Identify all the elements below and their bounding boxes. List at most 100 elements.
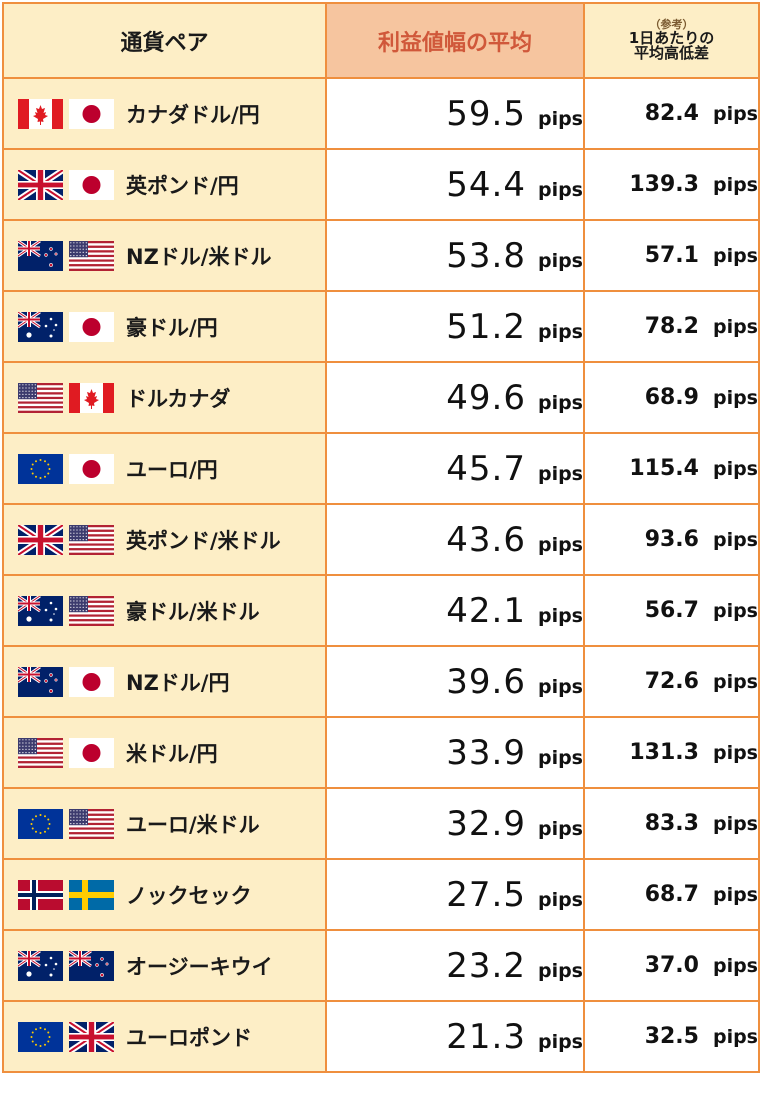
currency-pair-cell: カナダドル/円 xyxy=(2,77,327,150)
currency-pair-cell: ユーロポンド xyxy=(2,1000,327,1073)
profit-average-value: 54.4 xyxy=(446,164,526,205)
japan-flag-icon xyxy=(69,311,114,342)
currency-pair-cell: 英ポンド/米ドル xyxy=(2,503,327,576)
currency-pair-cell: ノックセック xyxy=(2,858,327,931)
currency-table: 通貨ペア 利益値幅の平均 （参考） 1日あたりの 平均高低差 カナダドル/円 59… xyxy=(2,2,760,1073)
profit-average-cell: 59.5 pips xyxy=(325,77,585,150)
profit-average-cell: 45.7 pips xyxy=(325,432,585,505)
daily-range-value: 68.7 xyxy=(644,882,699,907)
usa-flag-icon xyxy=(18,737,63,768)
table-header-row: 通貨ペア 利益値幅の平均 （参考） 1日あたりの 平均高低差 xyxy=(2,2,760,79)
eu-flag-icon xyxy=(18,1021,63,1052)
usa-flag-icon xyxy=(69,524,114,555)
unit-label: pips xyxy=(712,245,758,267)
usa-flag-icon xyxy=(69,808,114,839)
profit-average-cell: 49.6 pips xyxy=(325,361,585,434)
profit-average-cell: 23.2 pips xyxy=(325,929,585,1002)
daily-range-cell: 82.4 pips xyxy=(583,77,760,150)
currency-pair-name: ユーロ/円 xyxy=(126,457,218,482)
daily-range-cell: 139.3 pips xyxy=(583,148,760,221)
profit-average-cell: 27.5 pips xyxy=(325,858,585,931)
unit-label: pips xyxy=(712,103,758,125)
table-row: 米ドル/円 33.9 pips 131.3 pips xyxy=(2,716,760,789)
profit-average-value: 43.6 xyxy=(446,519,526,560)
profit-average-value: 59.5 xyxy=(446,93,526,134)
profit-average-value: 27.5 xyxy=(446,874,526,915)
japan-flag-icon xyxy=(69,666,114,697)
currency-pair-cell: 米ドル/円 xyxy=(2,716,327,789)
currency-pair-cell: ドルカナダ xyxy=(2,361,327,434)
profit-average-cell: 33.9 pips xyxy=(325,716,585,789)
usa-flag-icon xyxy=(69,595,114,626)
daily-range-cell: 72.6 pips xyxy=(583,645,760,718)
table-row: ノックセック 27.5 pips 68.7 pips xyxy=(2,858,760,931)
australia-flag-icon xyxy=(18,950,63,981)
profit-average-value: 32.9 xyxy=(446,803,526,844)
daily-range-cell: 32.5 pips xyxy=(583,1000,760,1073)
daily-range-value: 72.6 xyxy=(644,669,699,694)
currency-pair-name: NZドル/円 xyxy=(126,670,230,695)
unit-label: pips xyxy=(712,387,758,409)
daily-range-cell: 68.7 pips xyxy=(583,858,760,931)
unit-label: pips xyxy=(537,888,583,911)
table-row: ドルカナダ 49.6 pips 68.9 pips xyxy=(2,361,760,434)
unit-label: pips xyxy=(537,959,583,982)
daily-range-cell: 131.3 pips xyxy=(583,716,760,789)
sweden-flag-icon xyxy=(69,879,114,910)
unit-label: pips xyxy=(537,249,583,272)
usa-flag-icon xyxy=(18,382,63,413)
unit-label: pips xyxy=(537,107,583,130)
profit-average-value: 53.8 xyxy=(446,235,526,276)
currency-pair-cell: ユーロ/米ドル xyxy=(2,787,327,860)
unit-label: pips xyxy=(712,884,758,906)
table-row: 豪ドル/円 51.2 pips 78.2 pips xyxy=(2,290,760,363)
unit-label: pips xyxy=(537,1030,583,1053)
eu-flag-icon xyxy=(18,453,63,484)
new-zealand-flag-icon xyxy=(18,240,63,271)
profit-average-cell: 51.2 pips xyxy=(325,290,585,363)
table-row: ユーロ/米ドル 32.9 pips 83.3 pips xyxy=(2,787,760,860)
table-row: 英ポンド/円 54.4 pips 139.3 pips xyxy=(2,148,760,221)
profit-average-cell: 53.8 pips xyxy=(325,219,585,292)
profit-average-cell: 32.9 pips xyxy=(325,787,585,860)
profit-average-cell: 39.6 pips xyxy=(325,645,585,718)
unit-label: pips xyxy=(537,178,583,201)
unit-label: pips xyxy=(537,391,583,414)
table-row: ユーロポンド 21.3 pips 32.5 pips xyxy=(2,1000,760,1073)
australia-flag-icon xyxy=(18,311,63,342)
unit-label: pips xyxy=(537,746,583,769)
daily-range-value: 78.2 xyxy=(644,314,699,339)
unit-label: pips xyxy=(712,1026,758,1048)
daily-range-value: 82.4 xyxy=(644,101,699,126)
unit-label: pips xyxy=(537,604,583,627)
daily-range-cell: 57.1 pips xyxy=(583,219,760,292)
profit-average-value: 23.2 xyxy=(446,945,526,986)
currency-pair-name: カナダドル/円 xyxy=(126,102,260,127)
profit-average-cell: 42.1 pips xyxy=(325,574,585,647)
table-row: ユーロ/円 45.7 pips 115.4 pips xyxy=(2,432,760,505)
profit-average-value: 42.1 xyxy=(446,590,526,631)
japan-flag-icon xyxy=(69,98,114,129)
japan-flag-icon xyxy=(69,737,114,768)
canada-flag-icon xyxy=(18,98,63,129)
uk-flag-icon xyxy=(69,1021,114,1052)
profit-average-value: 49.6 xyxy=(446,377,526,418)
currency-pair-name: ドルカナダ xyxy=(126,386,231,411)
daily-range-value: 115.4 xyxy=(629,456,699,481)
header-daily-range: （参考） 1日あたりの 平均高低差 xyxy=(583,2,760,79)
daily-range-value: 56.7 xyxy=(644,598,699,623)
currency-pair-cell: 英ポンド/円 xyxy=(2,148,327,221)
unit-label: pips xyxy=(537,533,583,556)
table-row: 豪ドル/米ドル 42.1 pips 56.7 pips xyxy=(2,574,760,647)
currency-pair-cell: ユーロ/円 xyxy=(2,432,327,505)
profit-average-cell: 43.6 pips xyxy=(325,503,585,576)
unit-label: pips xyxy=(537,675,583,698)
currency-pair-cell: 豪ドル/円 xyxy=(2,290,327,363)
header-daily-range-line1: 1日あたりの xyxy=(628,28,715,47)
currency-pair-cell: 豪ドル/米ドル xyxy=(2,574,327,647)
daily-range-value: 32.5 xyxy=(644,1024,699,1049)
daily-range-value: 37.0 xyxy=(644,953,699,978)
norway-flag-icon xyxy=(18,879,63,910)
daily-range-cell: 37.0 pips xyxy=(583,929,760,1002)
currency-pair-name: ユーロポンド xyxy=(126,1025,252,1050)
